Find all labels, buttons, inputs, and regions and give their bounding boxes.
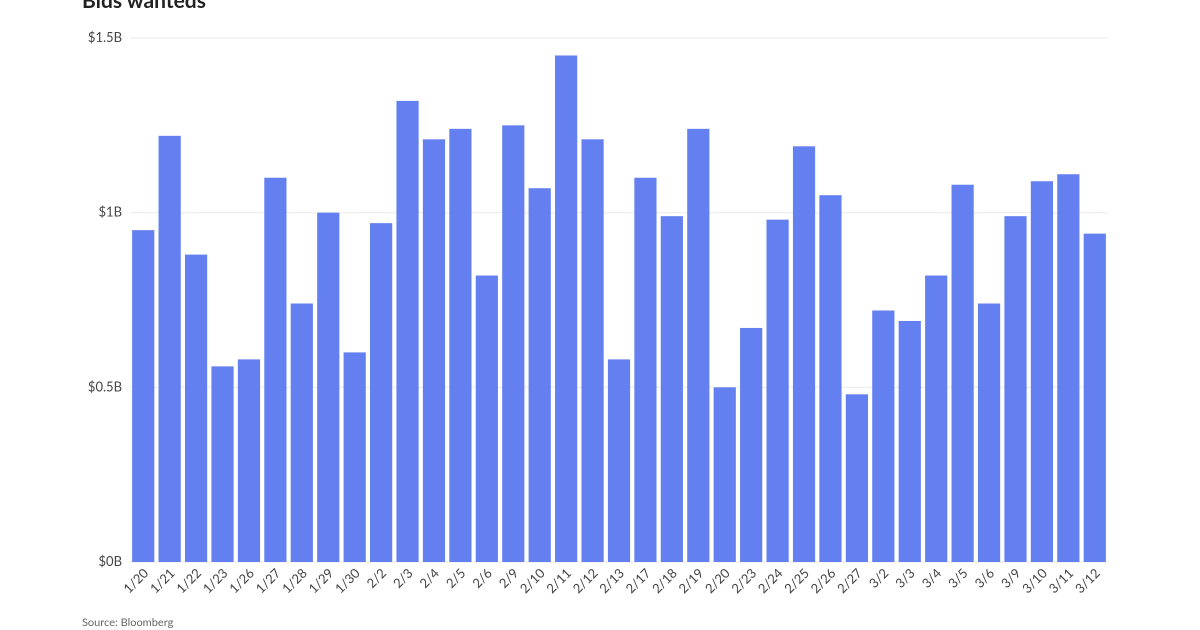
bar (740, 327, 763, 562)
bar (317, 212, 340, 562)
bar (264, 177, 287, 562)
bar (422, 139, 446, 562)
bar (1057, 174, 1080, 563)
bar (132, 230, 155, 562)
x-tick-label: 2/26 (807, 565, 838, 596)
x-tick-label: 1/28 (278, 565, 309, 596)
x-tick-label: 1/30 (331, 564, 363, 596)
x-tick-label: 2/5 (442, 565, 468, 591)
bar (687, 128, 710, 562)
x-tick-label: 2/19 (675, 565, 706, 596)
x-tick-label: 2/18 (649, 565, 680, 596)
x-tick-label: 1/26 (226, 565, 257, 596)
bar (792, 146, 816, 562)
y-tick-label: $0.5B (88, 378, 122, 394)
bar (925, 275, 948, 562)
x-tick-label: 1/29 (305, 565, 336, 596)
bar (581, 139, 604, 562)
bar (370, 223, 393, 562)
x-tick-label: 1/20 (120, 564, 152, 596)
x-tick-label: 2/23 (728, 565, 759, 596)
x-tick-label: 2/17 (622, 564, 654, 596)
bar (872, 310, 895, 562)
bar (845, 394, 868, 562)
x-tick-label: 3/6 (971, 565, 997, 591)
y-tick-label: $1B (99, 204, 123, 220)
bar (977, 303, 1001, 562)
bar (713, 387, 736, 562)
x-tick-label: 1/22 (173, 565, 204, 596)
bar (555, 55, 578, 562)
x-tick-label: 2/27 (834, 564, 866, 596)
x-tick-label: 2/6 (469, 565, 495, 591)
x-tick-label: 2/4 (416, 564, 442, 590)
x-tick-label: 3/3 (892, 565, 918, 591)
x-tick-label: 3/5 (945, 565, 971, 591)
x-tick-label: 1/23 (199, 565, 230, 596)
y-tick-label: $0B (99, 553, 123, 569)
bar (396, 100, 419, 562)
bar (660, 216, 683, 562)
y-tick-label: $1.5B (88, 29, 122, 45)
bar (1030, 181, 1054, 562)
bar (1004, 216, 1027, 562)
bar (1083, 233, 1106, 563)
bar (449, 128, 472, 562)
x-tick-label: 2/24 (754, 564, 786, 596)
x-tick-label: 1/27 (252, 564, 284, 596)
x-tick-label: 2/11 (543, 565, 574, 596)
bar (343, 352, 366, 562)
bar (290, 303, 313, 562)
bar (475, 275, 498, 562)
x-tick-label: 2/10 (516, 564, 548, 596)
x-tick-label: 3/4 (918, 564, 944, 590)
x-tick-label: 3/10 (1019, 564, 1051, 596)
bar (211, 366, 234, 562)
bar (951, 184, 974, 562)
x-tick-label: 2/20 (701, 564, 733, 596)
x-tick-label: 2/25 (781, 565, 812, 596)
bar (766, 219, 789, 563)
x-tick-label: 2/13 (596, 565, 627, 596)
source: Source: Bloomberg (82, 616, 174, 629)
bar (819, 195, 842, 562)
chart-title: Bids wanteds (82, 0, 206, 13)
x-tick-label: 2/2 (363, 565, 389, 591)
bar (528, 188, 551, 563)
x-tick-label: 3/12 (1071, 565, 1102, 596)
bar (898, 320, 921, 562)
x-tick-label: 1/21 (146, 565, 177, 596)
bar (634, 177, 657, 562)
x-tick-label: 3/11 (1045, 565, 1076, 596)
x-tick-label: 3/2 (865, 565, 891, 591)
bar (158, 135, 181, 562)
bar (237, 359, 261, 562)
bar (502, 125, 525, 562)
bar (184, 254, 208, 562)
x-tick-label: 2/12 (569, 565, 600, 596)
x-tick-label: 2/3 (390, 565, 416, 591)
bar (607, 359, 631, 562)
